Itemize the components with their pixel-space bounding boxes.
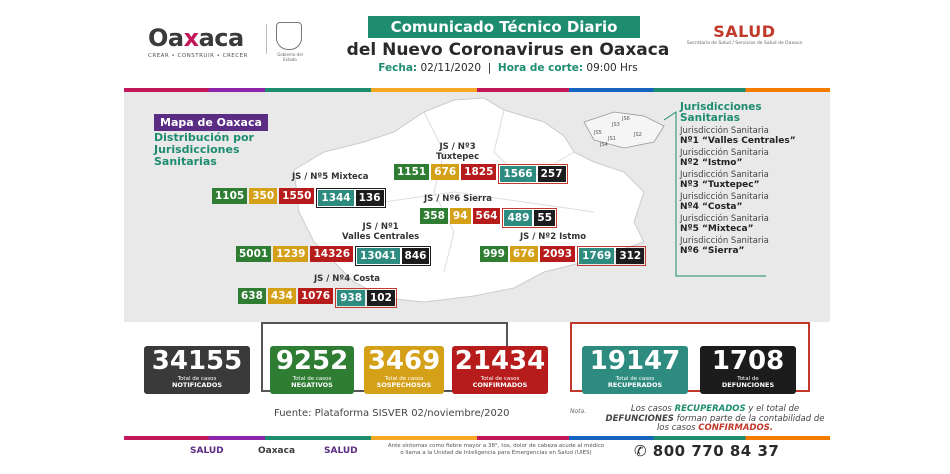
oaxaca-logo: Oaxaca CREAR • CONSTRUIR • CRECER [148, 24, 248, 59]
map-title: Mapa de Oaxaca [154, 114, 268, 131]
negativos-value: 999 [480, 246, 508, 262]
total-defunciones: 1708 Total de DEFUNCIONES [700, 346, 796, 394]
legend-item: Jurisdicción Sanitaria Nº4 “Costa” [680, 192, 769, 212]
recuperados-value: 1566 [500, 166, 536, 182]
sospechosos-value: 676 [509, 246, 538, 262]
defunciones-value: 136 [355, 190, 384, 206]
bottom-bar: SALUD Oaxaca SALUD Ante síntomas como fi… [124, 440, 830, 464]
sospechosos-value: 434 [267, 288, 296, 304]
infographic: Oaxaca CREAR • CONSTRUIR • CRECER Gobier… [124, 10, 830, 464]
inset-label: JS5 [593, 130, 602, 136]
negativos-value: 1105 [212, 188, 248, 204]
confirmados-value: 564 [472, 208, 501, 224]
region-row-sierra: 358 94 564 489 55 [420, 208, 558, 228]
recuperados-value: 1769 [579, 248, 615, 264]
totals-frame-red [570, 322, 810, 392]
total-confirmados: 21434 Total de casos CONFIRMADOS [452, 346, 548, 394]
defunciones-value: 257 [537, 166, 566, 182]
salud-logo-small: SALUD [190, 446, 224, 456]
legend-item: Jurisdicción Sanitaria Nº2 “Istmo” [680, 148, 769, 168]
time-value: 09:00 Hrs [586, 62, 638, 74]
region-row-tuxtepec: 1151 676 1825 1566 257 [394, 164, 568, 184]
seal-caption: Gobierno del Estado [277, 52, 303, 62]
region-row-mixteca: 1105 350 1550 1344 136 [212, 188, 386, 208]
confirmados-value: 2093 [539, 246, 576, 262]
note-text: Los casos RECUPERADOS y el total de DEFU… [605, 404, 825, 433]
legend-item: Jurisdicción Sanitaria Nº5 “Mixteca” [680, 214, 769, 234]
map-section: JS3 JS5 JS1 JS2 JS4 JS6 Mapa de Oaxaca D… [124, 92, 830, 322]
confirmados-value: 1076 [297, 288, 334, 304]
legend-item: Jurisdicción Sanitaria Nº6 “Sierra” [680, 236, 769, 256]
total-negativos: 9252 Total de casos NEGATIVOS [270, 346, 354, 394]
state-seal-icon [276, 22, 302, 50]
confirmados-value: 1825 [461, 164, 497, 180]
total-sospechosos: 3469 Total de casos SOSPECHOSOS [364, 346, 444, 394]
salud-logo-small-2: SALUD [324, 446, 358, 456]
sospechosos-value: 676 [431, 164, 460, 180]
color-stripe [124, 436, 830, 440]
defunciones-value: 102 [367, 290, 395, 306]
sospechosos-value: 1239 [273, 246, 309, 262]
map-subtitle: Distribución por Jurisdicciones Sanitari… [154, 131, 254, 168]
salud-logo: SALUD Secretaría de Salud / Servicios de… [686, 22, 802, 46]
region-row-istmo: 999 676 2093 1769 312 [480, 246, 647, 266]
region-label-mixteca: JS / Nº5 Mixteca [292, 172, 369, 182]
sospechosos-value: 94 [449, 208, 471, 224]
jurisdictions-legend: Jurisdicciones Sanitarias Jurisdicción S… [680, 102, 820, 256]
date-line: Fecha: 02/11/2020 | Hora de corte: 09:00… [378, 62, 638, 74]
region-label-valles: JS / Nº1 Valles Centrales [342, 222, 420, 242]
legend-heading: Jurisdicciones Sanitarias [680, 101, 762, 124]
footnote: Fuente: Plataforma SISVER 02/noviembre/2… [124, 402, 830, 434]
defunciones-value: 55 [534, 210, 556, 226]
negativos-value: 5001 [236, 246, 272, 262]
region-label-sierra: JS / Nº6 Sierra [424, 194, 493, 204]
legend-item: Jurisdicción Sanitaria Nº3 “Tuxtepec” [680, 170, 769, 190]
recuperados-value: 13041 [357, 248, 400, 264]
defunciones-value: 312 [616, 248, 645, 264]
page-title: Comunicado Técnico Diario [368, 16, 640, 38]
total-recuperados: 19147 Total de casos RECUPERADOS [582, 346, 688, 394]
note-label: Nota. [570, 408, 587, 415]
header: Oaxaca CREAR • CONSTRUIR • CRECER Gobier… [124, 10, 830, 88]
recuperados-value: 938 [337, 290, 365, 306]
recuperados-value: 1344 [318, 190, 354, 206]
defunciones-value: 846 [401, 248, 430, 264]
inset-label: JS6 [621, 116, 630, 122]
negativos-value: 638 [238, 288, 266, 304]
totals-section: 34155 Total de casos NOTIFICADOS 9252 To… [124, 322, 830, 402]
inset-label: JS2 [633, 132, 642, 138]
negativos-value: 358 [420, 208, 448, 224]
phone-number: ✆ 800 770 84 37 [634, 442, 780, 460]
region-label-istmo: JS / Nº2 Istmo [520, 232, 587, 242]
inset-label: JS4 [599, 142, 608, 148]
phone-icon: ✆ [634, 442, 653, 460]
negativos-value: 1151 [394, 164, 430, 180]
region-label-tuxtepec: JS / Nº3 Tuxtepec [436, 142, 480, 162]
inset-label: JS3 [611, 122, 620, 128]
total-notificados: 34155 Total de casos NOTIFICADOS [144, 346, 250, 394]
divider [266, 24, 267, 54]
region-label-costa: JS / Nº4 Costa [314, 274, 381, 284]
region-row-valles: 5001 1239 14326 13041 846 [236, 246, 432, 266]
color-stripe [124, 88, 830, 92]
region-row-costa: 638 434 1076 938 102 [238, 288, 397, 308]
date-value: 02/11/2020 [420, 62, 482, 74]
confirmados-value: 14326 [310, 246, 353, 262]
legend-item: Jurisdicción Sanitaria Nº1 “Valles Centra… [680, 126, 796, 146]
inset-map [583, 111, 665, 149]
oaxaca-logo-small: Oaxaca [258, 446, 296, 456]
source-text: Fuente: Plataforma SISVER 02/noviembre/2… [274, 408, 510, 419]
logo-slogan: CREAR • CONSTRUIR • CRECER [148, 53, 248, 59]
page-subtitle: del Nuevo Coronavirus en Oaxaca [346, 40, 670, 60]
confirmados-value: 1550 [279, 188, 315, 204]
recuperados-value: 489 [504, 210, 533, 226]
sospechosos-value: 350 [249, 188, 278, 204]
inset-label: JS1 [607, 136, 616, 142]
symptoms-text: Ante síntomas como fiebre mayor a 38°, t… [387, 443, 605, 456]
